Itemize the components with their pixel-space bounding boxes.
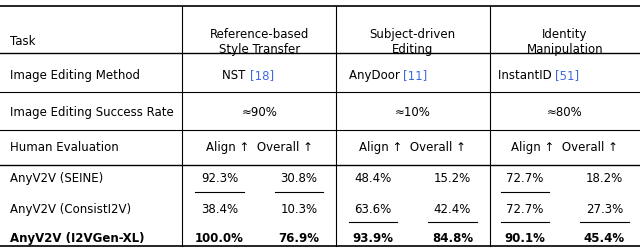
Text: 27.3%: 27.3% (586, 203, 623, 216)
Text: Align ↑  Overall ↑: Align ↑ Overall ↑ (359, 141, 467, 154)
Text: 100.0%: 100.0% (195, 232, 244, 245)
Text: InstantID: InstantID (498, 69, 556, 82)
Text: 38.4%: 38.4% (201, 203, 238, 216)
Text: Reference-based
Style Transfer: Reference-based Style Transfer (209, 27, 309, 56)
Text: [11]: [11] (403, 69, 428, 82)
Text: 72.7%: 72.7% (506, 172, 544, 185)
Text: AnyV2V (I2VGen-XL): AnyV2V (I2VGen-XL) (10, 232, 144, 245)
Text: Subject-driven
Editing: Subject-driven Editing (370, 27, 456, 56)
Text: ≈10%: ≈10% (395, 106, 431, 119)
Text: 48.4%: 48.4% (355, 172, 392, 185)
Text: Image Editing Success Rate: Image Editing Success Rate (10, 106, 173, 119)
Text: 76.9%: 76.9% (278, 232, 319, 245)
Text: 30.8%: 30.8% (280, 172, 317, 185)
Text: [51]: [51] (556, 69, 579, 82)
Text: AnyV2V (ConsistI2V): AnyV2V (ConsistI2V) (10, 203, 131, 216)
Text: 10.3%: 10.3% (280, 203, 317, 216)
Text: Identity
Manipulation: Identity Manipulation (527, 27, 603, 56)
Text: ≈90%: ≈90% (241, 106, 277, 119)
Text: 90.1%: 90.1% (505, 232, 545, 245)
Text: AnyDoor: AnyDoor (349, 69, 403, 82)
Text: 93.9%: 93.9% (353, 232, 394, 245)
Text: Align ↑  Overall ↑: Align ↑ Overall ↑ (205, 141, 313, 154)
Text: Align ↑  Overall ↑: Align ↑ Overall ↑ (511, 141, 618, 154)
Text: AnyV2V (SEINE): AnyV2V (SEINE) (10, 172, 103, 185)
Text: NST: NST (223, 69, 250, 82)
Text: 84.8%: 84.8% (432, 232, 473, 245)
Text: 42.4%: 42.4% (434, 203, 471, 216)
Text: ≈80%: ≈80% (547, 106, 582, 119)
Text: 45.4%: 45.4% (584, 232, 625, 245)
Text: Image Editing Method: Image Editing Method (10, 69, 140, 82)
Text: 72.7%: 72.7% (506, 203, 544, 216)
Text: 92.3%: 92.3% (201, 172, 238, 185)
Text: Task: Task (10, 35, 35, 48)
Text: Human Evaluation: Human Evaluation (10, 141, 118, 154)
Text: [18]: [18] (250, 69, 274, 82)
Text: 63.6%: 63.6% (355, 203, 392, 216)
Text: 18.2%: 18.2% (586, 172, 623, 185)
Text: 15.2%: 15.2% (434, 172, 471, 185)
